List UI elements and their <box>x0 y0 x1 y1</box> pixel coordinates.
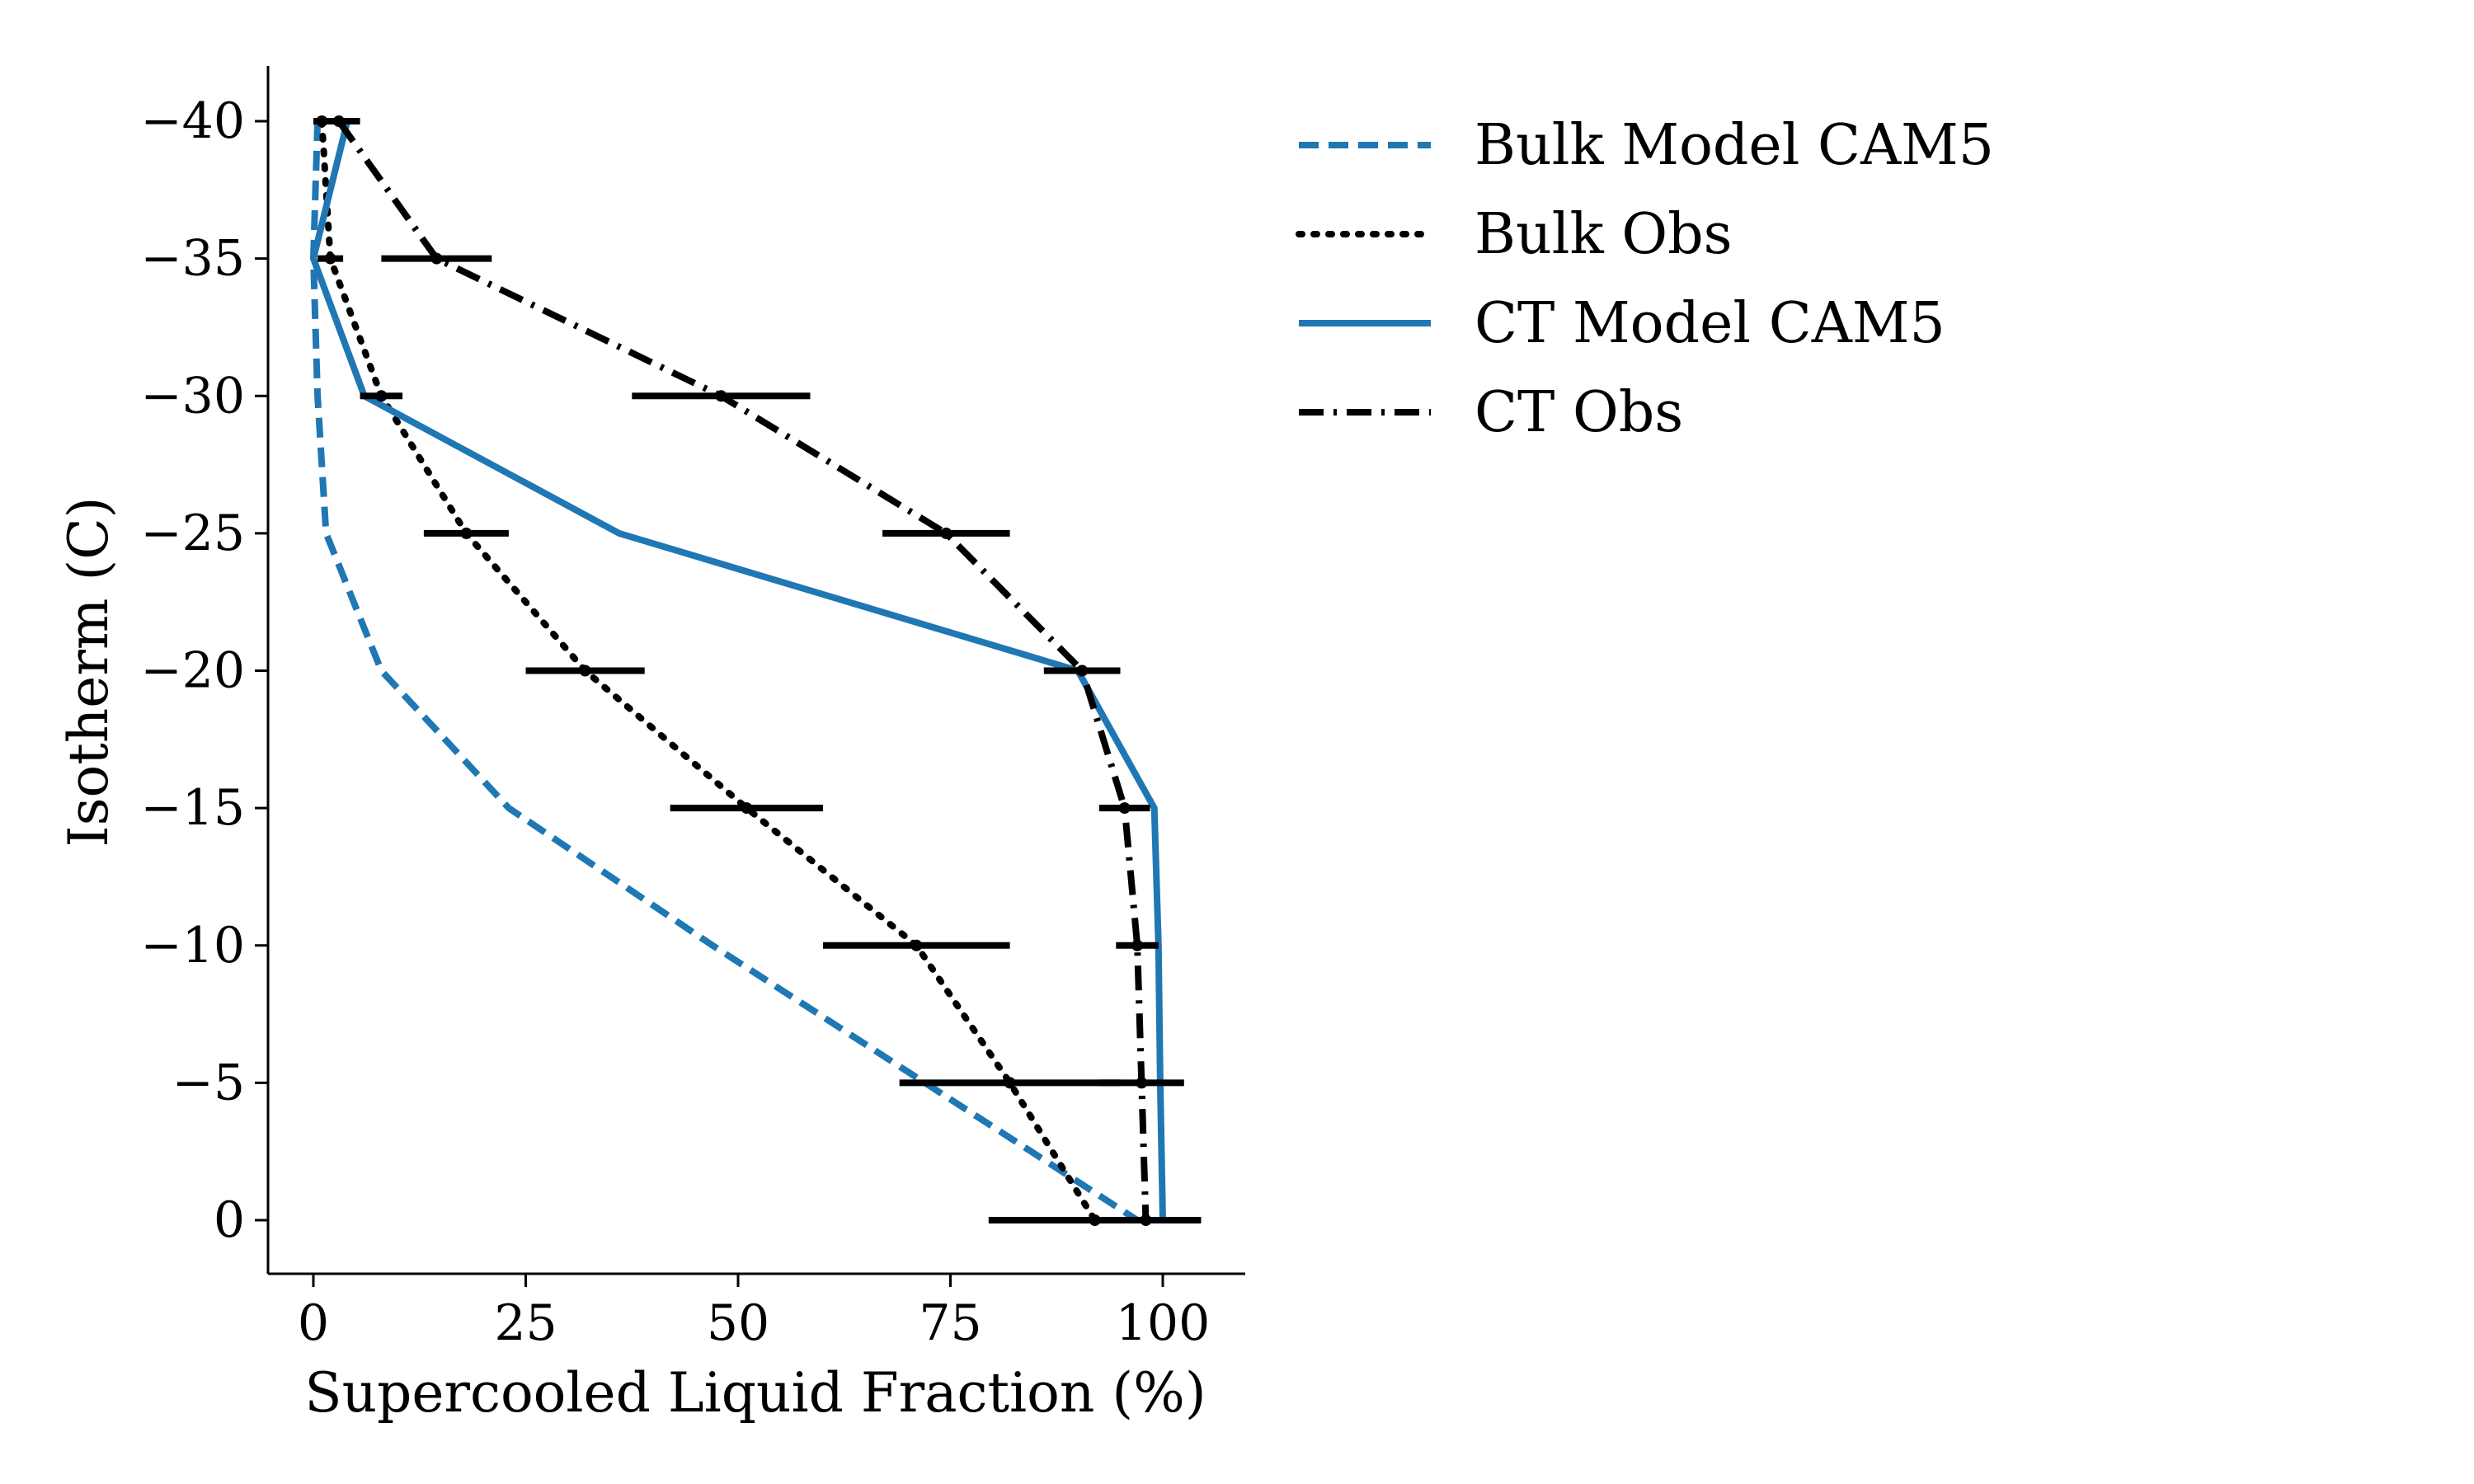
data-point <box>940 527 952 539</box>
series-line-4 <box>336 119 1150 1221</box>
error-bars <box>313 115 1202 1226</box>
plot-series <box>310 118 1166 1223</box>
x-axis-title: Supercooled Liquid Fraction (%) <box>304 1361 1206 1425</box>
y-tick-label: −15 <box>140 779 245 837</box>
y-tick-label: −10 <box>140 917 245 974</box>
series-line-1 <box>310 120 1140 1223</box>
legend-label: Bulk Obs <box>1475 202 1733 267</box>
x-tick-label: 50 <box>707 1294 769 1352</box>
legend-label: Bulk Model CAM5 <box>1475 113 1994 178</box>
y-tick-label: −40 <box>140 92 245 150</box>
y-tick-label: −35 <box>140 230 245 288</box>
legend: Bulk Model CAM5 Bulk Obs CT Model CAM5 CT O… <box>1296 113 1994 445</box>
data-point <box>741 802 753 815</box>
legend-label: CT Obs <box>1475 380 1683 445</box>
data-point <box>1136 1077 1148 1089</box>
data-point <box>1140 1214 1152 1226</box>
y-tick-label: 0 <box>214 1191 245 1249</box>
series-line-3 <box>310 120 1166 1221</box>
data-point <box>910 939 923 951</box>
x-tick-label: 75 <box>919 1294 981 1352</box>
data-point <box>332 115 345 127</box>
data-point <box>579 665 591 677</box>
data-point <box>1118 802 1131 815</box>
y-tick-label: −30 <box>140 367 245 425</box>
data-point <box>1131 939 1144 951</box>
data-point <box>460 527 473 539</box>
data-point <box>715 390 727 402</box>
series-line-2 <box>318 118 1098 1223</box>
data-point <box>324 252 336 265</box>
x-tick-label: 0 <box>298 1294 329 1352</box>
x-tick-label: 100 <box>1116 1294 1211 1352</box>
x-tick-label: 25 <box>494 1294 557 1352</box>
data-point <box>1076 665 1089 677</box>
legend-label: CT Model CAM5 <box>1475 291 1945 356</box>
y-axis-title: Isotherm (C) <box>57 497 120 848</box>
y-tick-label: −25 <box>140 505 245 562</box>
y-tick-label: −20 <box>140 642 245 700</box>
data-point <box>1004 1077 1016 1089</box>
data-point <box>430 252 443 265</box>
x-ticks: 0 25 50 75 100 <box>298 1274 1210 1352</box>
y-ticks: −40 −35 −30 −25 −20 −15 −10 −5 0 <box>140 92 268 1249</box>
y-tick-label: −5 <box>172 1054 245 1111</box>
data-point <box>375 390 388 402</box>
